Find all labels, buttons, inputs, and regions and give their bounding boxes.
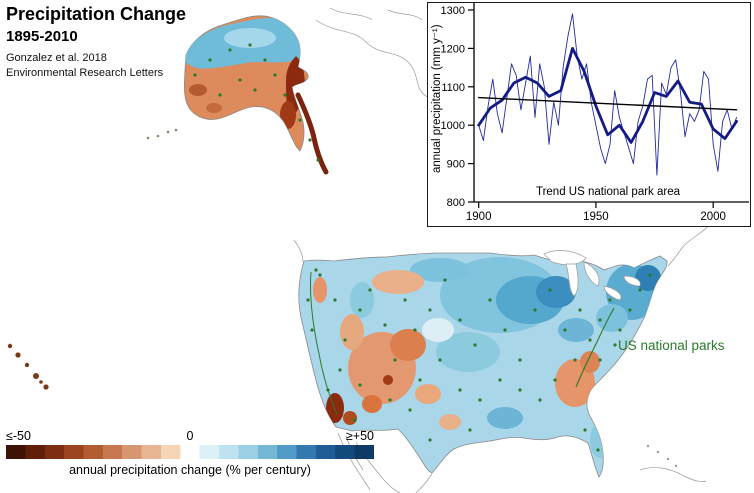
title-block: Precipitation Change 1895-2010 Gonzalez … (6, 4, 186, 79)
figure-subtitle: 1895-2010 (6, 27, 78, 45)
series-annual-precipitation (478, 13, 738, 176)
colorbar-labels: ≤-50 0 ≥+50 (6, 429, 374, 445)
x-tick-label: 1900 (466, 211, 492, 223)
colorbar-max-label: ≥+50 (345, 429, 374, 443)
precip-raster-alaska (146, 15, 329, 175)
colorbar-caption: annual precipitation change (% per centu… (69, 463, 311, 477)
trend-chart-canvas: annual precipitation (mm y⁻¹) Trend US n… (431, 3, 749, 223)
y-tick-label: 800 (447, 197, 465, 209)
x-tick-label: 2000 (700, 211, 726, 223)
citation-journal: Environmental Research Letters (6, 66, 164, 79)
us-national-parks-label: US national parks (618, 338, 725, 353)
y-tick-label: 1300 (441, 5, 465, 17)
colorbar-zero-label: 0 (186, 429, 194, 443)
hawaii-islands (7, 343, 49, 390)
y-tick-label: 1100 (441, 82, 465, 94)
colorbar-gradient (6, 445, 374, 459)
colorbar-min-label: ≤-50 (6, 429, 31, 443)
trend-chart-caption: Trend US national park area (536, 186, 681, 198)
mexico-coastline (337, 432, 707, 493)
great-lakes (543, 250, 641, 301)
y-tick-label: 1000 (441, 120, 465, 132)
precip-raster-conus (298, 252, 668, 478)
citation-authors: Gonzalez et al. 2018 (6, 51, 107, 64)
x-tick-label: 1950 (583, 211, 609, 223)
colorbar: ≤-50 0 ≥+50 annual precipitation change … (6, 429, 374, 477)
y-axis-title: annual precipitation (mm y⁻¹) (431, 24, 443, 173)
y-tick-label: 900 (447, 159, 465, 171)
series-linear-trend (478, 96, 738, 111)
figure-title: Precipitation Change (6, 4, 187, 24)
trend-inset-chart: annual precipitation (mm y⁻¹) Trend US n… (427, 2, 751, 227)
y-tick-label: 1200 (441, 43, 465, 55)
national-park-markers (193, 43, 652, 452)
series-10-year-smoothed (477, 47, 739, 144)
